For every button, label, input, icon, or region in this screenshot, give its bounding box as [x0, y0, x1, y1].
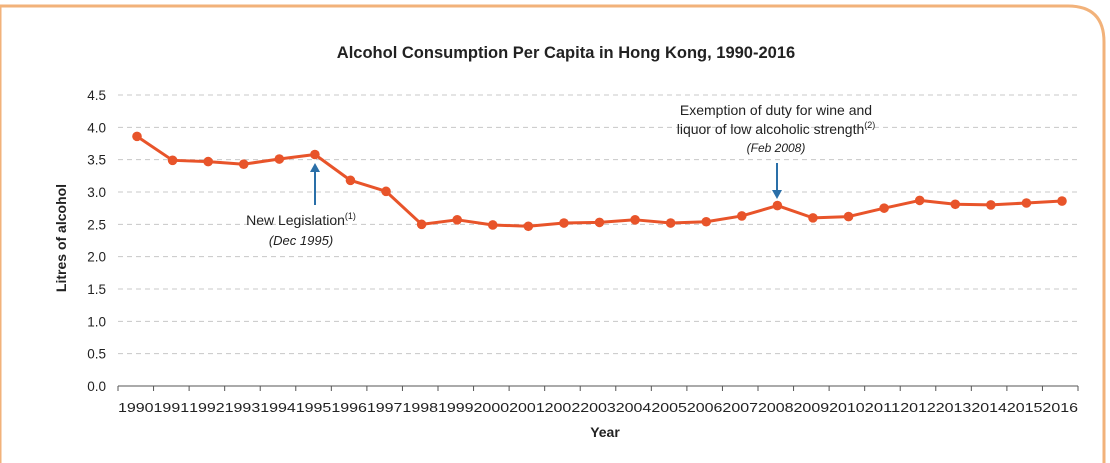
data-point	[487, 220, 498, 230]
data-point	[879, 203, 889, 213]
data-point	[310, 149, 320, 160]
data-point	[132, 131, 142, 142]
x-tick-label: 1994	[260, 400, 296, 415]
data-point	[808, 213, 818, 223]
data-point	[1057, 196, 1067, 206]
annotation-2-date: (Feb 2008)	[747, 141, 806, 155]
x-tick-label: 1995	[296, 400, 332, 415]
data-point	[665, 218, 676, 228]
y-tick-label: 2.5	[87, 217, 106, 232]
x-tick-label: 2009	[794, 400, 830, 415]
x-tick-label: 1991	[154, 400, 190, 415]
y-ticks: 0.0 0.5 1.0 1.5 2.0 2.5 3.0 3.5 4.0 4.5	[87, 88, 106, 394]
x-tick-label: 2004	[616, 400, 652, 415]
x-ticks: 1990 1991 1992 1993 1994 1995 1996 1997 1998 1999…	[117, 386, 1079, 415]
data-point	[238, 159, 249, 169]
x-tick-label: 2011	[865, 400, 901, 415]
data-point	[167, 155, 178, 166]
data-point	[274, 154, 285, 164]
y-tick-label: 0.5	[87, 347, 106, 362]
data-point	[950, 199, 961, 210]
x-tick-label: 2010	[829, 400, 865, 415]
y-tick-label: 4.5	[87, 88, 106, 103]
y-tick-label: 3.5	[87, 153, 106, 168]
data-point	[452, 215, 462, 225]
x-tick-label: 1998	[402, 400, 438, 415]
x-tick-label: 2013	[936, 400, 972, 415]
data-point	[345, 175, 356, 186]
data-point	[701, 216, 712, 227]
x-tick-label: 1992	[189, 400, 225, 415]
annotation-2-line1: Exemption of duty for wine and	[680, 102, 872, 118]
x-tick-label: 1999	[438, 400, 474, 415]
y-tick-label: 0.0	[87, 379, 106, 394]
series-line-group	[132, 131, 1067, 232]
x-tick-label: 1993	[225, 400, 261, 415]
data-point	[594, 217, 605, 228]
x-tick-label: 2016	[1042, 400, 1078, 415]
data-point	[737, 211, 747, 221]
x-tick-label: 2001	[509, 400, 545, 415]
x-tick-label: 2003	[580, 400, 616, 415]
x-tick-label: 2006	[687, 400, 723, 415]
annotation-1-date: (Dec 1995)	[269, 233, 333, 248]
data-point	[630, 215, 640, 225]
x-tick-label: 2000	[474, 400, 510, 415]
x-tick-label: 2005	[651, 400, 687, 415]
data-point	[381, 186, 391, 197]
y-tick-label: 3.0	[87, 185, 106, 200]
y-tick-label: 2.0	[87, 250, 106, 265]
data-point	[843, 211, 854, 222]
x-axis-label: Year	[590, 424, 620, 440]
annotation-duty-exemption: Exemption of duty for wine and liquor of…	[677, 102, 876, 199]
x-tick-label: 1990	[118, 400, 154, 415]
x-tick-label: 2002	[545, 400, 581, 415]
annotation-new-legislation: New Legislation(1) (Dec 1995)	[246, 163, 356, 248]
annotation-1-text: New Legislation(1)	[246, 211, 356, 228]
y-tick-label: 1.0	[87, 314, 106, 329]
data-point	[986, 200, 996, 210]
y-tick-label: 1.5	[87, 282, 106, 297]
x-tick-label: 2015	[1007, 400, 1043, 415]
x-tick-label: 2012	[900, 400, 936, 415]
annotation-2-line1b: liquor of low alcoholic strength(2)	[677, 120, 876, 137]
annotation-arrowhead-1995	[310, 163, 320, 172]
x-tick-label: 1996	[331, 400, 367, 415]
data-point	[914, 195, 925, 206]
data-point	[559, 218, 569, 228]
annotation-arrowhead-2008	[772, 190, 782, 199]
chart-title: Alcohol Consumption Per Capita in Hong K…	[337, 44, 795, 62]
data-point	[772, 200, 783, 211]
x-tick-label: 2007	[722, 400, 758, 415]
x-tick-label: 2014	[971, 400, 1007, 415]
data-point	[523, 221, 534, 232]
y-axis-label: Litres of alcohol	[53, 184, 69, 292]
y-tick-label: 4.0	[87, 120, 106, 135]
data-point	[203, 156, 213, 167]
x-tick-label: 2008	[758, 400, 794, 415]
data-point	[416, 219, 427, 230]
x-tick-label: 1997	[367, 400, 403, 415]
data-point	[1021, 198, 1032, 208]
